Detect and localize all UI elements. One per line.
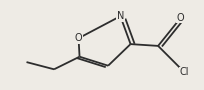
Text: O: O: [75, 33, 82, 43]
Text: N: N: [117, 11, 124, 21]
Text: Cl: Cl: [180, 67, 189, 77]
Text: O: O: [177, 13, 184, 23]
